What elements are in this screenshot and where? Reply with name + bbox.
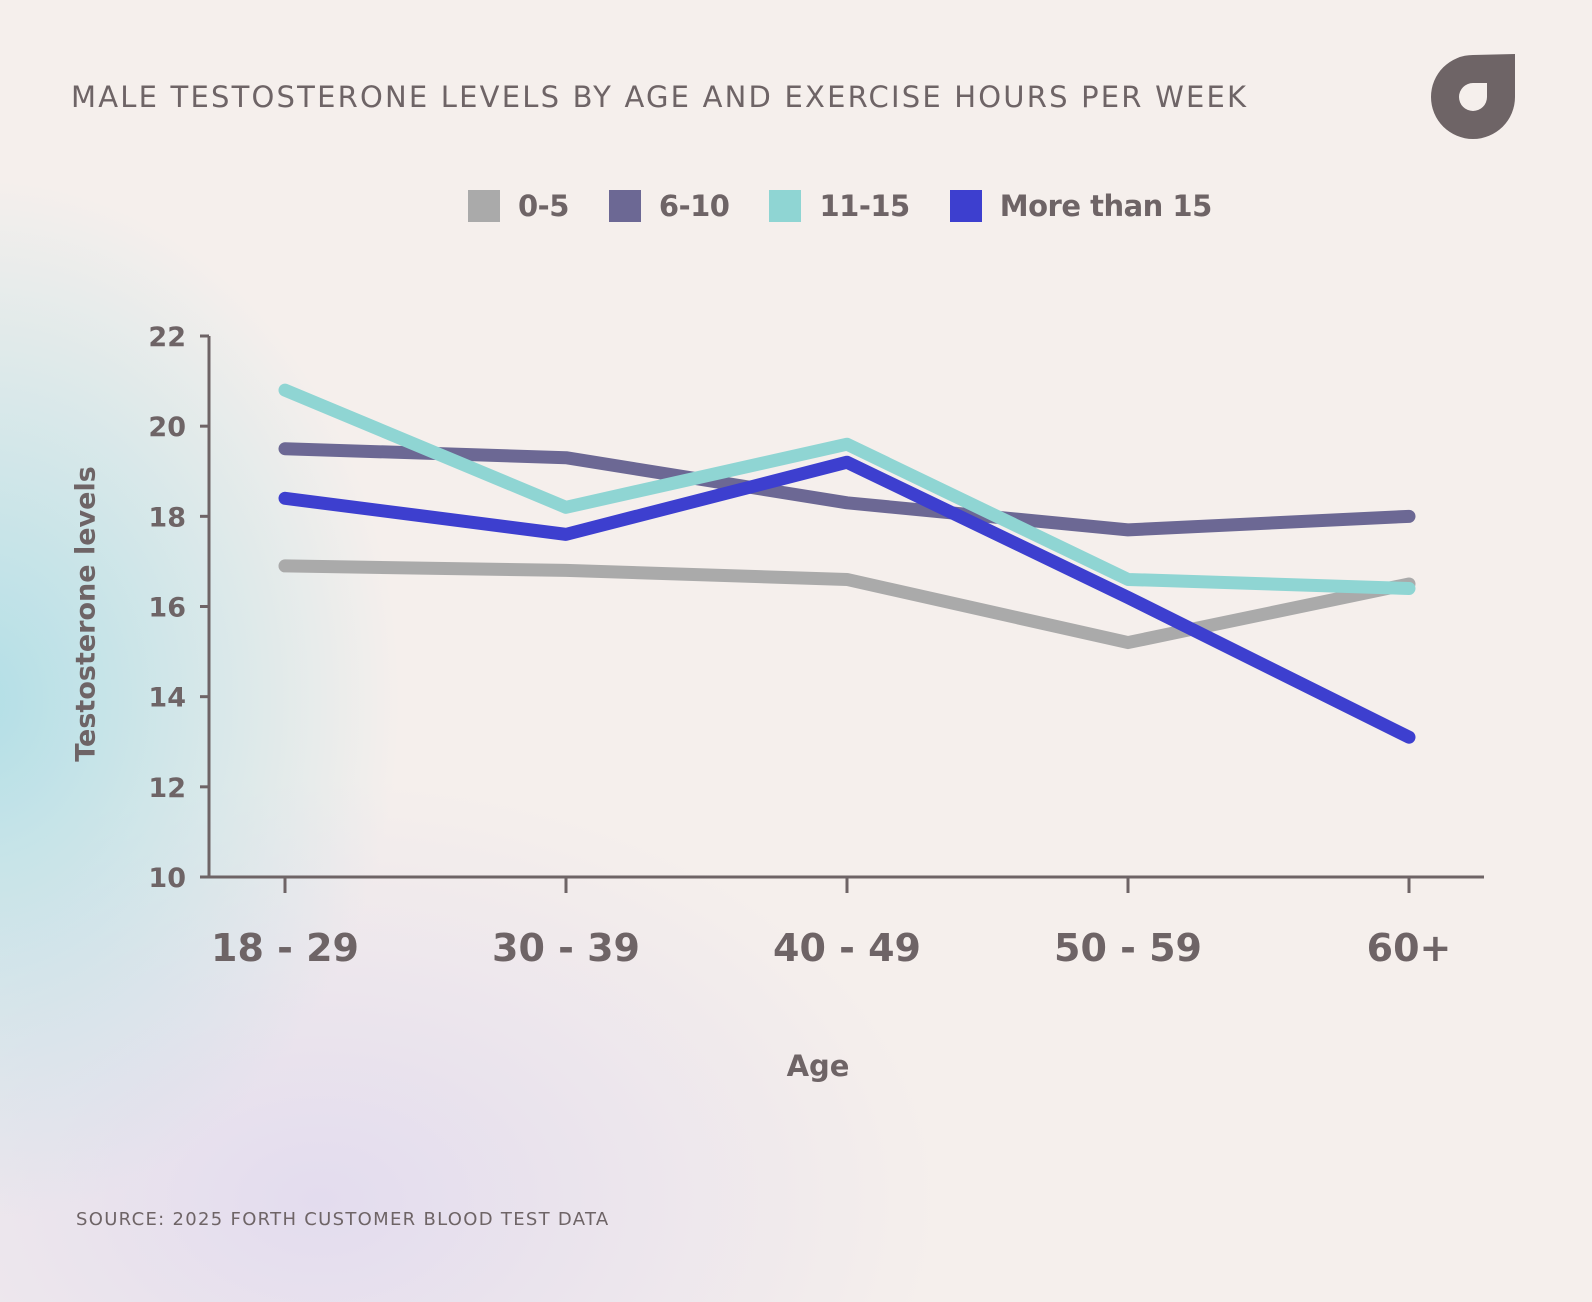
x-tick-label: 40 - 49: [773, 926, 921, 970]
chart-title: MALE TESTOSTERONE LEVELS BY AGE AND EXER…: [71, 80, 1249, 114]
y-tick-label: 22: [148, 322, 186, 353]
legend-label: 11-15: [819, 189, 910, 223]
legend-item-6-10: 6-10: [608, 189, 730, 223]
legend-item-11-15: 11-15: [769, 189, 910, 223]
legend-item-0-5: 0-5: [468, 189, 569, 223]
legend-swatch: [769, 190, 802, 222]
series-line-11-15: [278, 383, 1416, 595]
x-tick-label: 30 - 39: [492, 926, 640, 970]
legend-label: 6-10: [658, 189, 730, 223]
x-tick-label: 18 - 29: [211, 926, 359, 970]
y-tick-label: 12: [148, 773, 186, 804]
x-tick-label: 50 - 59: [1054, 926, 1202, 970]
y-tick-label: 18: [148, 502, 186, 533]
x-tick-label: 60+: [1367, 926, 1452, 970]
legend-item-more-than-15: More than 15: [949, 189, 1213, 223]
legend-label: 0-5: [518, 189, 569, 223]
y-axis-label: Testosterone levels: [70, 466, 102, 762]
y-tick-label: 16: [148, 593, 186, 624]
y-tick-label: 20: [148, 412, 186, 443]
x-axis-label: Age: [786, 1049, 850, 1083]
series-line-0-5: [278, 559, 1416, 650]
y-tick-label: 10: [148, 863, 186, 894]
chart-legend: 0-5 6-10 11-15 More than 15: [468, 186, 1212, 226]
y-tick-label: 14: [148, 683, 186, 714]
legend-swatch: [949, 190, 982, 222]
legend-label: More than 15: [999, 189, 1213, 223]
source-note: SOURCE: 2025 FORTH CUSTOMER BLOOD TEST D…: [76, 1209, 610, 1230]
legend-swatch: [608, 190, 641, 222]
forth-logo-icon: [1431, 54, 1515, 139]
series-line-more-than-15: [278, 455, 1416, 744]
series-line-6-10: [278, 442, 1416, 537]
legend-swatch: [468, 190, 500, 222]
